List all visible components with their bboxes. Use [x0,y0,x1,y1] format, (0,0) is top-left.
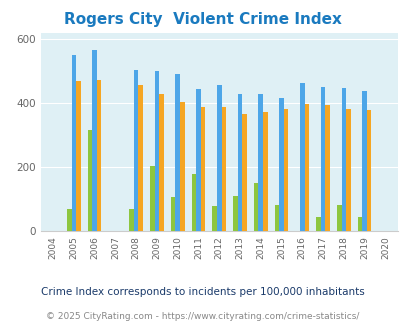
Bar [92,50,97,231]
Bar [76,81,81,231]
Bar [191,174,196,231]
Bar [71,55,76,231]
Bar [150,166,154,231]
Bar [179,102,184,231]
Bar [67,209,71,231]
Bar [258,94,262,231]
Bar [87,130,92,231]
Bar [200,107,205,231]
Bar [232,196,237,231]
Bar [320,87,324,231]
Bar [97,80,101,231]
Text: Crime Index corresponds to incidents per 100,000 inhabitants: Crime Index corresponds to incidents per… [41,287,364,297]
Bar [336,206,341,231]
Bar [171,196,175,231]
Bar [357,217,362,231]
Bar [262,112,267,231]
Bar [315,217,320,231]
Bar [212,206,216,231]
Bar [253,183,258,231]
Bar [175,74,179,231]
Bar [221,107,226,231]
Bar [345,109,350,231]
Bar [159,94,163,231]
Bar [138,85,143,231]
Text: © 2025 CityRating.com - https://www.cityrating.com/crime-statistics/: © 2025 CityRating.com - https://www.city… [46,312,359,321]
Text: Rogers City  Violent Crime Index: Rogers City Violent Crime Index [64,12,341,26]
Bar [341,88,345,231]
Bar [242,115,246,231]
Bar [216,85,221,231]
Bar [237,94,242,231]
Bar [362,91,366,231]
Bar [196,89,200,231]
Bar [283,109,288,231]
Bar [154,71,159,231]
Bar [274,206,279,231]
Bar [129,209,134,231]
Bar [299,83,304,231]
Bar [279,98,283,231]
Bar [324,105,329,231]
Bar [304,104,309,231]
Bar [134,70,138,231]
Bar [366,110,371,231]
